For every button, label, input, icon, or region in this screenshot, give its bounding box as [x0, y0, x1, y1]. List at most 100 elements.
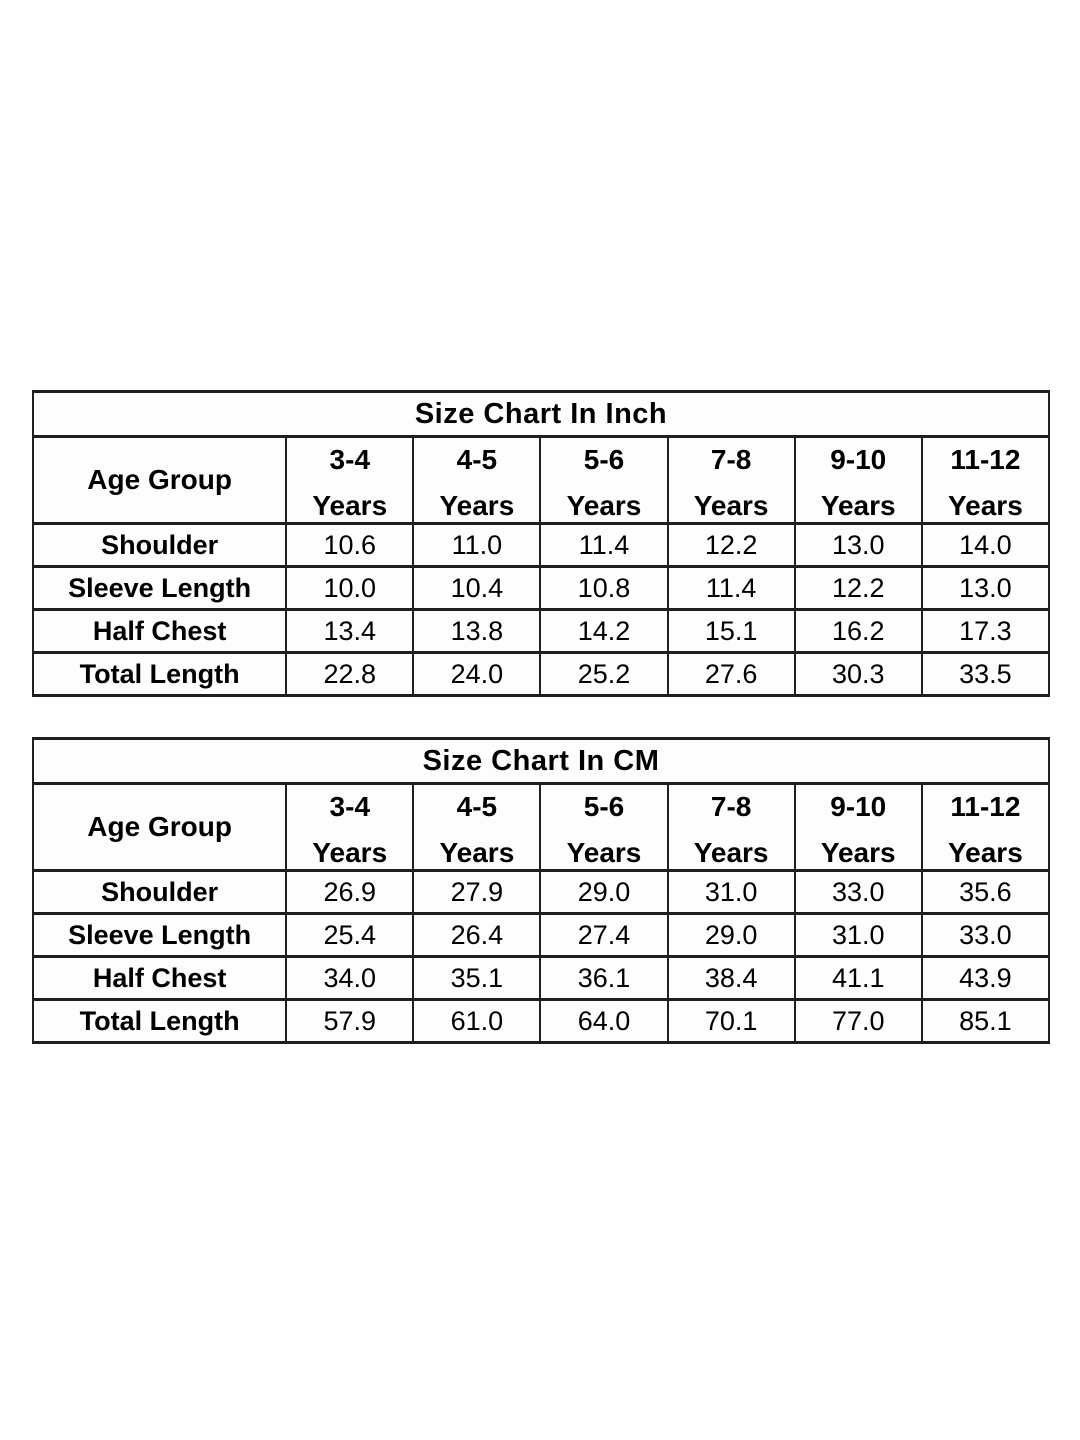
col-header-unit: Years: [312, 490, 388, 521]
size-value: 15.1: [666, 608, 796, 654]
col-header-range: 9-10: [830, 791, 887, 822]
col-header-7-8: 7-8 Years: [666, 782, 796, 872]
col-header-range: 9-10: [830, 444, 887, 475]
size-value: 29.0: [666, 912, 796, 958]
col-header-range: 11-12: [950, 791, 1021, 822]
col-header-unit: Years: [566, 837, 642, 868]
size-value: 10.4: [412, 565, 542, 611]
row-label: Shoulder: [31, 522, 288, 568]
col-header-unit: Years: [948, 490, 1023, 521]
size-value: 34.0: [285, 955, 415, 1001]
row-label: Total Length: [31, 998, 288, 1044]
size-value: 29.0: [539, 869, 669, 915]
size-value: 41.1: [793, 955, 923, 1001]
row-label: Sleeve Length: [31, 565, 288, 611]
size-value: 26.9: [285, 869, 415, 915]
size-value: 35.1: [412, 955, 542, 1001]
col-header-4-5: 4-5 Years: [412, 435, 542, 525]
size-value: 27.6: [666, 651, 796, 697]
col-header-3-4: 3-4 Years: [285, 435, 415, 525]
table-row-half-chest: Half Chest 13.4 13.8 14.2 15.1 16.2 17.3: [31, 608, 1051, 654]
table-row-total-length: Total Length 57.9 61.0 64.0 70.1 77.0 85…: [31, 998, 1051, 1044]
col-header-11-12: 11-12 Years: [920, 782, 1051, 872]
table-row-sleeve-length: Sleeve Length 10.0 10.4 10.8 11.4 12.2 1…: [31, 565, 1051, 611]
size-value: 22.8: [285, 651, 415, 697]
col-header-unit: Years: [820, 837, 896, 868]
col-header-range: 5-6: [583, 791, 625, 822]
col-header-unit: Years: [566, 490, 642, 521]
col-header-5-6: 5-6 Years: [539, 435, 669, 525]
size-value: 25.4: [285, 912, 415, 958]
size-value: 36.1: [539, 955, 669, 1001]
size-value: 13.8: [412, 608, 542, 654]
size-value: 35.6: [920, 869, 1051, 915]
col-header-range: 3-4: [329, 444, 371, 475]
size-value: 85.1: [920, 998, 1051, 1044]
size-value: 14.2: [539, 608, 669, 654]
size-value: 33.0: [793, 869, 923, 915]
col-header-range: 4-5: [456, 444, 498, 475]
col-header-unit: Years: [693, 837, 769, 868]
col-header-range: 7-8: [710, 444, 752, 475]
size-value: 16.2: [793, 608, 923, 654]
col-header-unit: Years: [948, 837, 1023, 868]
row-label: Half Chest: [31, 608, 288, 654]
table-title-row: Size Chart In Inch: [32, 390, 1050, 438]
size-value: 33.5: [920, 651, 1051, 697]
row-label: Sleeve Length: [31, 912, 288, 958]
table-title-row: Size Chart In CM: [32, 737, 1050, 785]
row-label: Total Length: [31, 651, 288, 697]
size-value: 70.1: [666, 998, 796, 1044]
size-value: 10.0: [285, 565, 415, 611]
table-row-half-chest: Half Chest 34.0 35.1 36.1 38.4 41.1 43.9: [31, 955, 1051, 1001]
col-header-unit: Years: [820, 490, 896, 521]
size-value: 61.0: [412, 998, 542, 1044]
table-row-sleeve-length: Sleeve Length 25.4 26.4 27.4 29.0 31.0 3…: [31, 912, 1051, 958]
table-title: Size Chart In CM: [32, 737, 1050, 785]
table-header-row: Age Group 3-4 Years 4-5 Years 5-6 Years …: [31, 782, 1051, 872]
col-header-range: 7-8: [710, 791, 752, 822]
row-label: Half Chest: [31, 955, 288, 1001]
size-value: 77.0: [793, 998, 923, 1044]
table-title: Size Chart In Inch: [32, 390, 1050, 438]
size-value: 31.0: [666, 869, 796, 915]
size-value: 26.4: [412, 912, 542, 958]
size-value: 24.0: [412, 651, 542, 697]
size-value: 11.4: [666, 565, 796, 611]
size-value: 13.0: [920, 565, 1051, 611]
col-header-unit: Years: [693, 490, 769, 521]
size-value: 27.4: [539, 912, 669, 958]
size-value: 30.3: [793, 651, 923, 697]
row-label: Shoulder: [31, 869, 288, 915]
size-value: 10.8: [539, 565, 669, 611]
size-value: 64.0: [539, 998, 669, 1044]
col-header-5-6: 5-6 Years: [539, 782, 669, 872]
size-value: 43.9: [920, 955, 1051, 1001]
size-value: 11.0: [412, 522, 542, 568]
size-value: 27.9: [412, 869, 542, 915]
col-header-range: 11-12: [950, 444, 1021, 475]
col-header-range: 4-5: [456, 791, 498, 822]
size-value: 38.4: [666, 955, 796, 1001]
col-header-11-12: 11-12 Years: [920, 435, 1051, 525]
col-header-unit: Years: [312, 837, 388, 868]
size-chart-inch-table: Size Chart In Inch Age Group 3-4 Years 4…: [31, 390, 1051, 697]
col-header-range: 5-6: [583, 444, 625, 475]
size-value: 13.0: [793, 522, 923, 568]
size-value: 17.3: [920, 608, 1051, 654]
size-value: 10.6: [285, 522, 415, 568]
size-value: 14.0: [920, 522, 1051, 568]
size-value: 11.4: [539, 522, 669, 568]
size-value: 13.4: [285, 608, 415, 654]
table-row-total-length: Total Length 22.8 24.0 25.2 27.6 30.3 33…: [31, 651, 1051, 697]
size-value: 31.0: [793, 912, 923, 958]
col-header-unit: Years: [439, 490, 515, 521]
size-value: 12.2: [793, 565, 923, 611]
col-header-4-5: 4-5 Years: [412, 782, 542, 872]
col-header-9-10: 9-10 Years: [793, 782, 923, 872]
col-header-7-8: 7-8 Years: [666, 435, 796, 525]
table-row-shoulder: Shoulder 26.9 27.9 29.0 31.0 33.0 35.6: [31, 869, 1051, 915]
age-group-header: Age Group: [31, 435, 288, 525]
size-value: 12.2: [666, 522, 796, 568]
